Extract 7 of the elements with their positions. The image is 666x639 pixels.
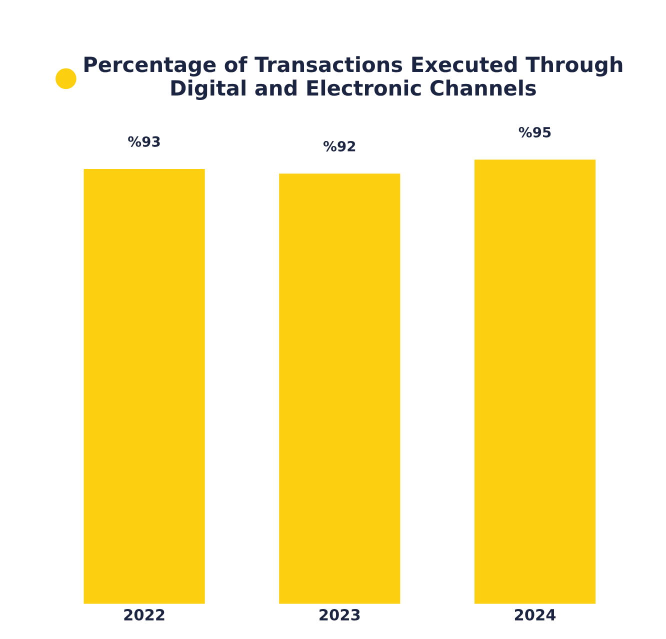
x-tick-label: 2022 [124, 608, 164, 621]
x-tick-label: 2024 [514, 608, 556, 621]
x-tick-label: 2023 [320, 608, 360, 621]
data-label: %92 [323, 140, 356, 152]
data-label: %93 [128, 136, 160, 147]
legend-label: Percentage of Transactions Executed Through Digital and Electronic Channels [84, 56, 622, 100]
data-label: %95 [518, 126, 551, 138]
